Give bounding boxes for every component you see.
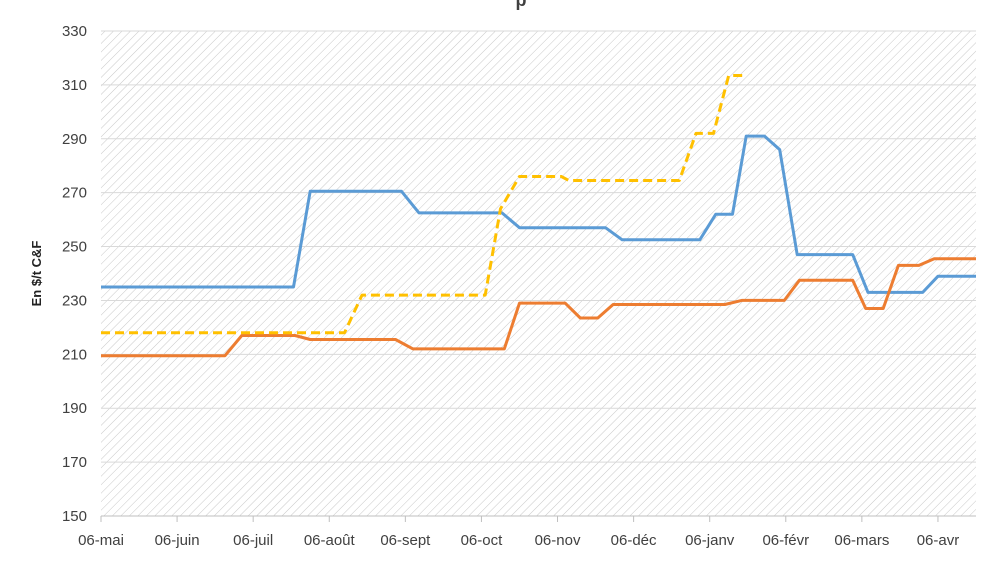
x-tick-label: 06-juin	[155, 532, 200, 549]
y-tick-label: 310	[62, 77, 87, 94]
plot-area	[101, 31, 976, 516]
x-tick-label: 06-mai	[78, 532, 124, 549]
y-tick-label: 170	[62, 454, 87, 471]
x-tick-label: 06-déc	[611, 532, 657, 549]
y-tick-label: 210	[62, 346, 87, 363]
series-line-3	[101, 74, 746, 335]
y-axis-label: En $/t C&F	[29, 241, 44, 307]
x-tick-label: 06-nov	[535, 532, 581, 549]
y-tick-label: 270	[62, 185, 87, 202]
series-lines	[101, 74, 976, 358]
x-tick-label: 06-avr	[917, 532, 960, 549]
y-tick-label: 230	[62, 292, 87, 309]
y-tick-label: 290	[62, 131, 87, 148]
y-tick-label: 190	[62, 400, 87, 417]
x-tick-label: 06-mars	[834, 532, 889, 549]
series-line-2	[101, 257, 976, 358]
gridlines	[101, 30, 976, 517]
series-line-1	[101, 134, 976, 294]
axes: 150 170 190 210 230 250 270 290 310 330 06-mai 06-j…	[62, 23, 976, 549]
x-tick-label: 06-févr	[762, 532, 809, 549]
x-tick-label: 06-août	[304, 532, 356, 549]
chart-title-fragment: p	[516, 0, 527, 10]
y-tick-label: 330	[62, 23, 87, 40]
y-tick-label: 250	[62, 239, 87, 256]
x-tick-label: 06-sept	[380, 532, 431, 549]
y-tick-label: 150	[62, 508, 87, 525]
x-tick-label: 06-oct	[461, 532, 504, 549]
x-tick-label: 06-janv	[685, 532, 735, 549]
x-tick-label: 06-juil	[233, 532, 273, 549]
